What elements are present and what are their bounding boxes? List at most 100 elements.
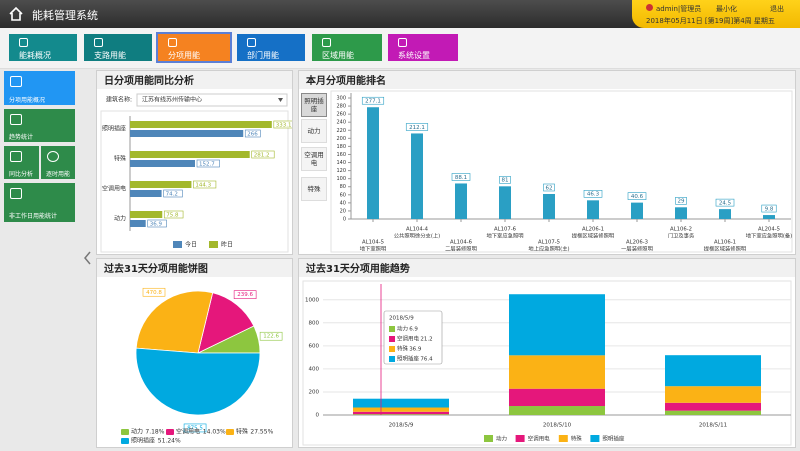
value-label: 40.6 xyxy=(631,194,644,200)
legend-label: 特殊 xyxy=(571,435,583,443)
legend-label: 动力 xyxy=(131,428,143,436)
panel: 过去31天分项用能饼图 122.6 239.6 470.8 875.5 动力 7.18% 空调… xyxy=(96,258,293,448)
x-tick-label: 提框区域装修照明 xyxy=(572,232,614,240)
value-label-box xyxy=(761,204,777,213)
legend-swatch xyxy=(590,435,600,442)
chart: 本月分项用能排名 0 20 40 60 80 100 120 140 160 180 200 220 24… xyxy=(299,71,795,253)
legend-label: 昨日 xyxy=(221,241,233,249)
value-label: 239.6 xyxy=(237,292,253,298)
bar-segment xyxy=(509,355,605,389)
value-label: 122.6 xyxy=(263,334,279,340)
value-label: 212.1 xyxy=(409,125,425,131)
bar xyxy=(130,151,250,158)
side-item[interactable]: 逐时用能 xyxy=(41,146,75,179)
value-label: 277.1 xyxy=(365,99,381,105)
value-label: 81 xyxy=(502,178,509,184)
tooltip-swatch xyxy=(389,336,395,342)
x-tick-label: 公共照明徐分支(上) xyxy=(394,232,441,240)
title-bar xyxy=(299,259,795,277)
user-panel: admin|管理员 最小化 退出 2018年05月11日 [第19周]第4周 星… xyxy=(632,0,800,28)
x-tick-label: AL107-6 xyxy=(494,227,517,233)
value-label-box xyxy=(196,159,220,168)
tooltip-value: 6.9 xyxy=(409,327,418,333)
tooltip-title: 2018/5/9 xyxy=(389,316,414,322)
bar-segment xyxy=(353,407,449,412)
side-item[interactable]: 同比分析 xyxy=(4,146,39,179)
x-tick-label: AL206-1 xyxy=(582,227,604,233)
legend-label: 照明插座 xyxy=(131,437,155,445)
x-tick-label: AL204-5 xyxy=(758,227,780,233)
collapse-arrow[interactable] xyxy=(83,250,93,266)
x-tick-label: 二层装修照明 xyxy=(445,245,477,253)
side-tab[interactable]: 空调用电 xyxy=(301,147,327,171)
side-label: 分项用能概况 xyxy=(9,97,46,104)
side-item[interactable]: 非工作日用能统计 xyxy=(4,183,75,222)
x-tick-label: 地下室应急照明(备) xyxy=(746,232,793,240)
nav-bar: 能耗概况 支路用能 分项用能 部门用能 区域用能 系统设置 xyxy=(0,28,800,69)
nav-tab-active[interactable]: 分项用能 xyxy=(156,32,232,63)
pie-slice xyxy=(135,347,261,416)
nav-tab-label: 分项用能 xyxy=(168,51,200,60)
title-bar xyxy=(97,71,292,89)
tooltip-name: 特殊 xyxy=(397,345,409,353)
y-tick-label: 200 xyxy=(336,136,346,142)
side-tab[interactable]: 动力 xyxy=(301,119,327,143)
bar-segment xyxy=(509,294,605,356)
value-label-box xyxy=(251,150,275,159)
value-label: 62 xyxy=(546,185,553,191)
side-tab[interactable]: 照明插座 xyxy=(301,93,327,117)
bar xyxy=(763,215,775,219)
x-tick-label: 2018/5/9 xyxy=(389,423,414,429)
legend-label: 特殊 xyxy=(236,428,248,436)
y-tick-label: 600 xyxy=(309,343,320,349)
date-text: 2018年05月11日 [第19周]第4周 星期五 xyxy=(646,17,775,25)
value-label-box xyxy=(675,197,687,205)
value-label: 152.7 xyxy=(199,161,215,167)
nav-tab[interactable]: 系统设置 xyxy=(388,34,458,61)
y-tick-label: 照明插座 xyxy=(102,125,126,133)
side-label: 非工作日用能统计 xyxy=(9,213,58,220)
tooltip-swatch xyxy=(389,356,395,362)
nav-tab[interactable]: 能耗概况 xyxy=(9,34,77,61)
bar xyxy=(719,209,731,219)
y-tick-label: 200 xyxy=(309,389,320,395)
value-label: 266 xyxy=(247,131,258,137)
value-label-box xyxy=(233,290,257,299)
nav-tab[interactable]: 部门用能 xyxy=(237,34,305,61)
side-item[interactable]: 趋势统计 xyxy=(4,109,75,142)
y-tick-label: 240 xyxy=(336,120,346,126)
y-tick-label: 60 xyxy=(340,192,346,198)
legend-swatch xyxy=(226,429,234,435)
value-label-box xyxy=(451,173,471,181)
nav-tab[interactable]: 区域用能 xyxy=(312,34,382,61)
y-tick-label: 220 xyxy=(336,128,346,134)
side-item-active[interactable]: 分项用能概况 xyxy=(4,71,75,105)
x-tick-label: 地上应急照明(主) xyxy=(528,245,569,253)
minimize-button[interactable]: 最小化 xyxy=(716,5,737,13)
x-tick-label: 提框区域装修照明 xyxy=(704,245,746,253)
nav-tab-label: 区域用能 xyxy=(322,51,354,60)
field-label: 建筑名称: xyxy=(106,96,132,104)
value-label-box xyxy=(543,183,555,192)
select-value: 江苏有线苏州传输中心 xyxy=(142,96,202,104)
select-box xyxy=(136,93,288,107)
panel: 日分项用能同比分析 建筑名称: 江苏有线苏州传输中心 照明插座 266 333.1 特殊 15… xyxy=(96,70,297,255)
value-label-box xyxy=(163,189,183,198)
user-name[interactable]: admin|管理员 xyxy=(656,5,702,13)
nav-tab[interactable]: 支路用能 xyxy=(84,34,152,61)
y-tick-label: 1000 xyxy=(305,297,319,303)
legend-percent: 14.03% xyxy=(203,429,226,436)
logout-button[interactable]: 退出 xyxy=(770,5,784,13)
x-tick-label: AL106-1 xyxy=(714,240,736,246)
tooltip-swatch xyxy=(389,326,395,332)
panel-title: 本月分项用能排名 xyxy=(306,74,386,87)
value-label: 281.2 xyxy=(254,152,270,158)
bar xyxy=(130,181,192,188)
bar xyxy=(130,121,272,128)
y-tick-label: 20 xyxy=(340,208,346,214)
value-label: 46.3 xyxy=(587,192,600,198)
bar xyxy=(130,220,146,227)
y-tick-label: 动力 xyxy=(114,215,126,223)
side-tab[interactable]: 特殊 xyxy=(301,177,327,201)
x-tick-label: AL104-6 xyxy=(450,240,473,246)
